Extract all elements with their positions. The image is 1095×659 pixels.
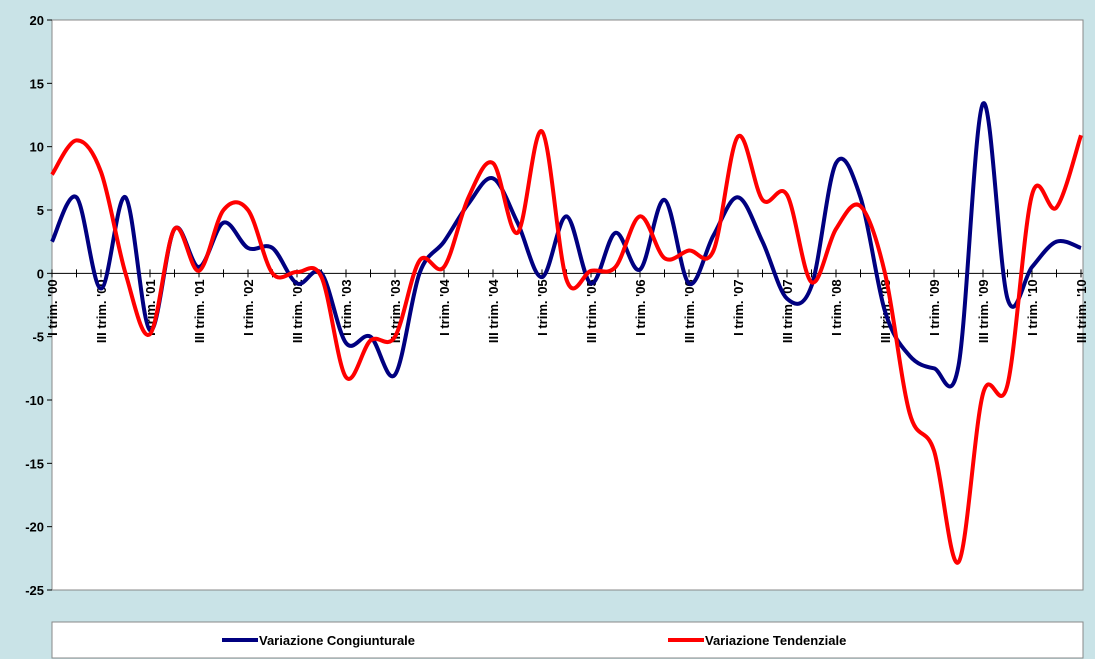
- y-tick-label: 15: [30, 76, 44, 91]
- x-tick-label: III trim. '06: [682, 279, 697, 343]
- x-tick-label: I trim. '07: [731, 279, 746, 336]
- y-tick-label: -15: [25, 456, 44, 471]
- plot-area: [51, 19, 1084, 591]
- legend-label: Variazione Congiunturale: [259, 633, 415, 648]
- x-tick-label: I trim. '02: [241, 279, 256, 336]
- y-tick-label: 10: [30, 140, 44, 155]
- x-tick-label: III trim. '01: [192, 279, 207, 343]
- y-tick-label: -20: [25, 520, 44, 535]
- y-tick-label: -10: [25, 393, 44, 408]
- x-tick-label: III trim. '02: [290, 279, 305, 343]
- x-tick-label: III trim. '05: [584, 279, 599, 343]
- x-tick-label: I trim. '06: [633, 279, 648, 336]
- y-tick-label: 5: [37, 203, 44, 218]
- x-tick-label: III trim. '00: [94, 279, 109, 343]
- x-tick-label: I trim. '04: [437, 279, 452, 336]
- y-tick-label: 0: [37, 266, 44, 281]
- y-tick-label: -25: [25, 583, 44, 598]
- legend-box: [51, 621, 1084, 659]
- y-tick-label: 20: [30, 13, 44, 28]
- y-tick-label: -5: [32, 330, 44, 345]
- x-tick-label: I trim. '10: [1025, 279, 1040, 336]
- x-tick-label: I trim. '08: [829, 279, 844, 336]
- x-tick-label: I trim. '03: [339, 279, 354, 336]
- x-tick-label: I trim. '05: [535, 279, 550, 336]
- x-tick-label: III trim. '04: [486, 279, 501, 344]
- x-tick-label: I trim. '09: [927, 279, 942, 336]
- x-tick-label: III trim. '10: [1074, 279, 1089, 343]
- x-tick-label: III trim. '09: [976, 279, 991, 343]
- series-line: [50, 129, 1083, 565]
- legend-label: Variazione Tendenziale: [705, 633, 846, 648]
- x-tick-label: I trim. '00: [45, 279, 60, 336]
